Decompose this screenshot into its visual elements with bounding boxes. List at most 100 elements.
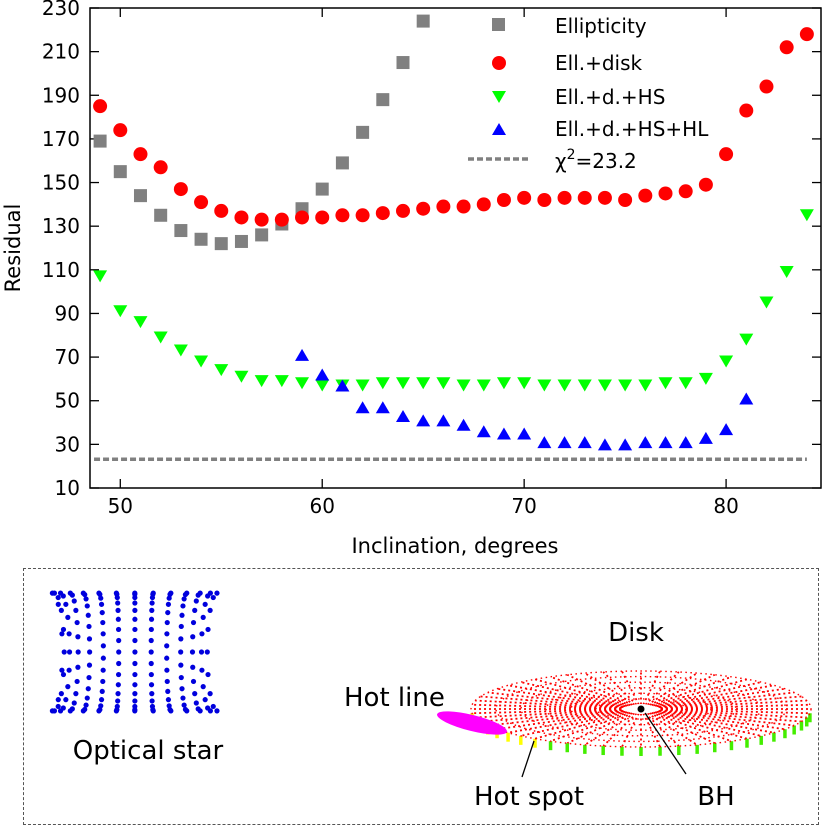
point-ell-d-hs bbox=[153, 331, 168, 344]
star-dot bbox=[178, 674, 184, 681]
star-dot bbox=[66, 667, 72, 673]
star-dot bbox=[75, 664, 81, 670]
star-dot bbox=[182, 591, 189, 598]
optical-star-dots bbox=[49, 590, 220, 714]
point-ell-d-hs bbox=[678, 377, 693, 390]
point-ell-disk bbox=[194, 195, 209, 210]
star-dot bbox=[132, 671, 138, 678]
star-dot bbox=[178, 662, 184, 668]
point-ell-d-hs bbox=[375, 377, 390, 390]
star-dot bbox=[168, 708, 174, 714]
legend-label-chi2: χ2=23.2 bbox=[555, 147, 637, 173]
disk-spoke bbox=[642, 713, 661, 748]
point-ell-disk bbox=[355, 208, 370, 223]
point-ell-disk bbox=[799, 27, 814, 42]
y-tick-label: 110 bbox=[42, 258, 80, 282]
y-tick-label: 50 bbox=[55, 389, 80, 413]
star-dot bbox=[75, 649, 81, 655]
point-ell-d-hs bbox=[395, 377, 410, 390]
disk-spoke bbox=[496, 687, 625, 708]
point-ell-d-hs bbox=[234, 370, 249, 383]
star-dot bbox=[65, 684, 71, 690]
star-dot bbox=[115, 607, 121, 613]
star-dot bbox=[57, 708, 64, 714]
y-tick-label: 30 bbox=[55, 432, 80, 456]
star-dot bbox=[149, 594, 156, 601]
point-ell-d-hs bbox=[537, 379, 552, 392]
star-dot bbox=[73, 607, 79, 613]
point-ell-disk bbox=[295, 210, 310, 225]
point-ell-disk bbox=[719, 147, 734, 162]
star-dot bbox=[132, 691, 138, 697]
star-dot bbox=[199, 667, 205, 673]
star-dot bbox=[66, 631, 72, 637]
star-dot bbox=[71, 598, 77, 604]
point-ell-disk bbox=[739, 103, 754, 118]
star-dot bbox=[148, 660, 154, 667]
point-ell-d-hs bbox=[517, 377, 532, 390]
star-dot bbox=[181, 702, 187, 708]
star-dot bbox=[86, 662, 93, 668]
point-ellipticity bbox=[396, 56, 410, 70]
star-dot bbox=[205, 671, 211, 678]
star-dot bbox=[165, 688, 171, 695]
point-ell-disk bbox=[476, 197, 491, 212]
y-tick-label: 130 bbox=[42, 214, 80, 238]
star-dot bbox=[193, 700, 199, 706]
point-ell-d-hs-hl bbox=[577, 436, 592, 449]
point-ell-d-hs bbox=[214, 364, 229, 377]
star-dot bbox=[195, 592, 201, 598]
star-dot bbox=[100, 678, 106, 685]
point-ell-d-hs bbox=[416, 377, 431, 390]
star-dot bbox=[149, 691, 155, 697]
star-dot bbox=[132, 637, 138, 644]
star-dot bbox=[59, 631, 65, 637]
point-ell-d-hs-hl bbox=[476, 425, 491, 438]
star-dot bbox=[148, 649, 154, 655]
star-dot bbox=[65, 614, 71, 620]
legend-marker-ell-d-hs-hl bbox=[492, 123, 506, 135]
y-tick-label: 230 bbox=[42, 0, 80, 20]
point-ellipticity bbox=[113, 165, 127, 179]
legend-label-ell-d-hs: Ell.+d.+HS bbox=[555, 85, 665, 109]
point-ell-d-hs-hl bbox=[638, 436, 653, 449]
point-ell-d-hs bbox=[739, 333, 754, 346]
star-dot bbox=[85, 612, 91, 618]
point-ell-d-hs-hl bbox=[597, 438, 612, 451]
star-dot bbox=[132, 626, 138, 633]
point-ell-d-hs bbox=[719, 355, 734, 368]
chi-symbol: χ bbox=[555, 149, 567, 173]
point-ell-disk bbox=[335, 208, 350, 223]
star-dot bbox=[60, 626, 67, 633]
star-dot bbox=[74, 678, 80, 685]
star-dot bbox=[166, 595, 172, 601]
residual-chart: 50 60 70 801030507090110130150170190210230 … bbox=[1, 0, 822, 558]
star-dot bbox=[190, 678, 197, 685]
point-ell-d-hs bbox=[618, 379, 633, 392]
star-dot bbox=[210, 594, 216, 601]
star-dot bbox=[84, 695, 90, 701]
point-ellipticity bbox=[356, 125, 370, 139]
point-ell-d-hs bbox=[295, 377, 310, 390]
point-ell-d-hs-hl bbox=[456, 418, 471, 431]
star-dot bbox=[184, 708, 190, 714]
y-tick-label: 10 bbox=[55, 476, 80, 500]
point-ell-d-hs-hl bbox=[557, 436, 572, 449]
star-dot bbox=[148, 616, 155, 622]
point-ell-d-hs bbox=[658, 377, 673, 390]
diagram-canvas: Optical star Disk Hot line Hot spot BH bbox=[49, 590, 812, 812]
star-dot bbox=[132, 607, 138, 613]
disk-spoke bbox=[642, 670, 661, 705]
star-dot bbox=[60, 671, 67, 678]
star-dot bbox=[164, 655, 170, 661]
disk-ring bbox=[545, 687, 737, 731]
y-tick-label: 90 bbox=[55, 301, 80, 325]
point-ell-d-hs bbox=[93, 270, 108, 283]
point-ell-d-hs-hl bbox=[295, 348, 310, 361]
disk-spoke bbox=[621, 670, 640, 705]
star-dot bbox=[148, 671, 154, 678]
star-dot bbox=[132, 594, 138, 601]
star-dot bbox=[55, 594, 61, 601]
y-tick-label: 190 bbox=[42, 83, 80, 107]
star-dot bbox=[192, 607, 198, 613]
